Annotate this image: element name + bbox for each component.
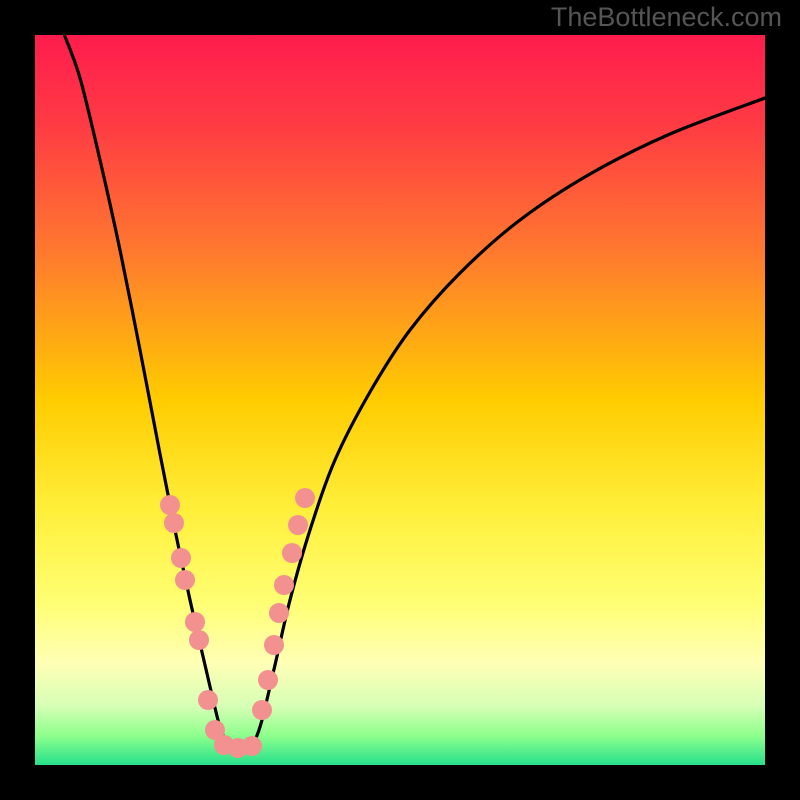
watermark-text: TheBottleneck.com bbox=[551, 2, 782, 33]
plot-background bbox=[35, 35, 765, 765]
chart-frame: TheBottleneck.com bbox=[0, 0, 800, 800]
